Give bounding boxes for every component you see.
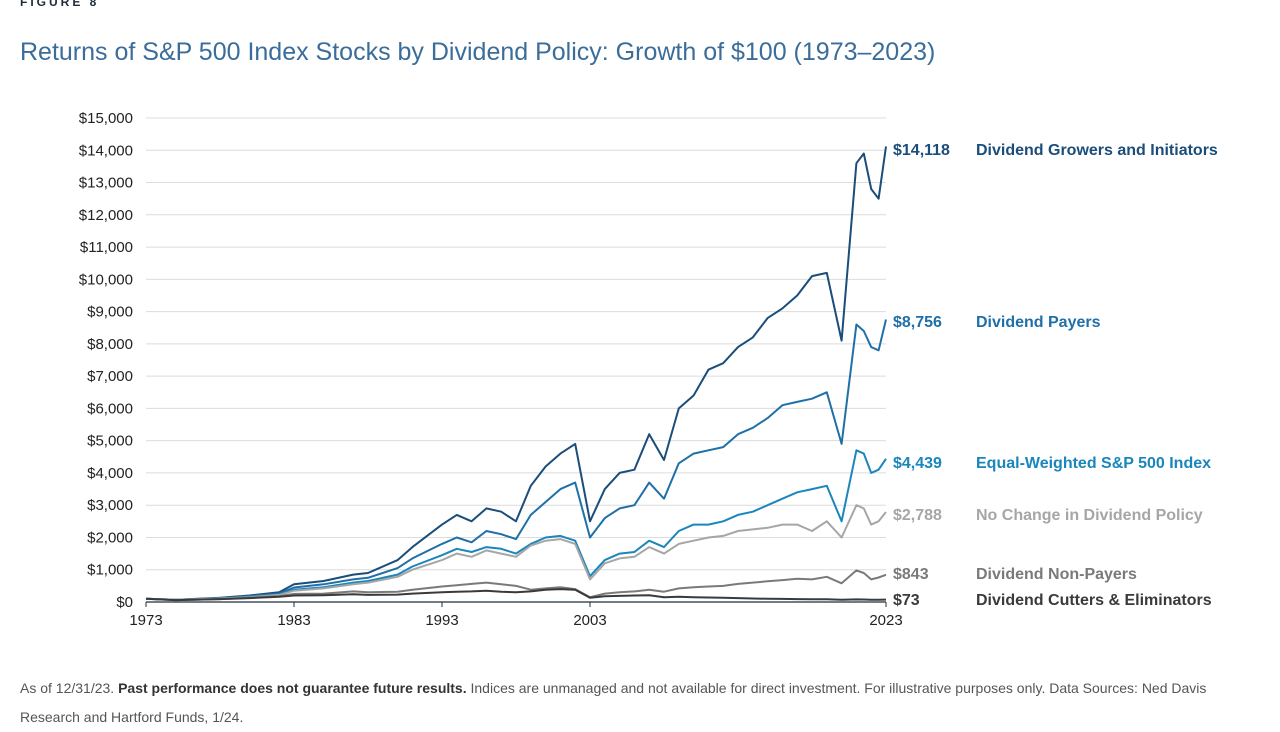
series-name-label: Dividend Growers and Initiators	[976, 142, 1218, 159]
series-line	[145, 569, 887, 602]
y-tick-label: $12,000	[79, 207, 133, 224]
y-tick-label: $1,000	[87, 562, 133, 579]
x-axis-ticks: 1973 1983 1993 2003 2023	[129, 602, 903, 629]
y-tick-label: $9,000	[87, 304, 133, 321]
series-name-label: Dividend Cutters & Eliminators	[976, 592, 1212, 609]
series-name-label: Equal-Weighted S&P 500 Index	[976, 455, 1211, 472]
series-name-label: Dividend Non-Payers	[976, 566, 1137, 583]
y-tick-label: $15,000	[79, 110, 133, 127]
footnote-disclaimer: Past performance does not guarantee futu…	[118, 680, 467, 696]
y-tick-label: $4,000	[87, 465, 133, 482]
x-tick-label: 2023	[869, 612, 902, 629]
end-value-label: $14,118	[893, 142, 950, 159]
series-name-label: Dividend Payers	[976, 314, 1101, 331]
y-tick-label: $7,000	[87, 368, 133, 385]
y-tick-label: $6,000	[87, 400, 133, 417]
y-tick-label: $10,000	[79, 271, 133, 288]
x-tick-label: 1983	[277, 612, 310, 629]
end-labels: $14,118 Dividend Growers and Initiators $8…	[893, 142, 1218, 609]
series-name-label: No Change in Dividend Policy	[976, 507, 1203, 524]
y-axis-ticks: $0 $1,000 $2,000 $3,000 $4,000 $5,000 $6,000 $7…	[79, 110, 133, 611]
end-value-label: $843	[893, 566, 929, 583]
end-value-label: $73	[893, 592, 920, 609]
x-tick-label: 2003	[573, 612, 606, 629]
footnote: As of 12/31/23. Past performance does no…	[20, 674, 1260, 732]
end-value-label: $8,756	[893, 314, 942, 331]
figure-label: FIGURE 8	[20, 0, 100, 9]
x-tick-label: 1973	[129, 612, 162, 629]
y-tick-label: $3,000	[87, 497, 133, 514]
series-line	[145, 449, 887, 601]
y-tick-label: $5,000	[87, 433, 133, 450]
end-value-label: $4,439	[893, 455, 942, 472]
series-line	[145, 588, 887, 602]
y-tick-label: $13,000	[79, 175, 133, 192]
x-tick-label: 1993	[425, 612, 458, 629]
y-tick-label: $0	[116, 594, 133, 611]
series-line	[145, 146, 887, 601]
y-tick-label: $2,000	[87, 529, 133, 546]
series-line	[145, 504, 887, 601]
series-lines	[145, 146, 887, 602]
end-value-label: $2,788	[893, 507, 942, 524]
line-chart: $0 $1,000 $2,000 $3,000 $4,000 $5,000 $6,000 $7…	[79, 110, 1218, 629]
series-line	[145, 319, 887, 601]
footnote-prefix: As of 12/31/23.	[20, 680, 115, 696]
grid-lines	[146, 117, 886, 571]
y-tick-label: $8,000	[87, 336, 133, 353]
chart-title: Returns of S&P 500 Index Stocks by Divid…	[20, 38, 936, 66]
y-tick-label: $14,000	[79, 142, 133, 159]
y-tick-label: $11,000	[80, 239, 133, 256]
